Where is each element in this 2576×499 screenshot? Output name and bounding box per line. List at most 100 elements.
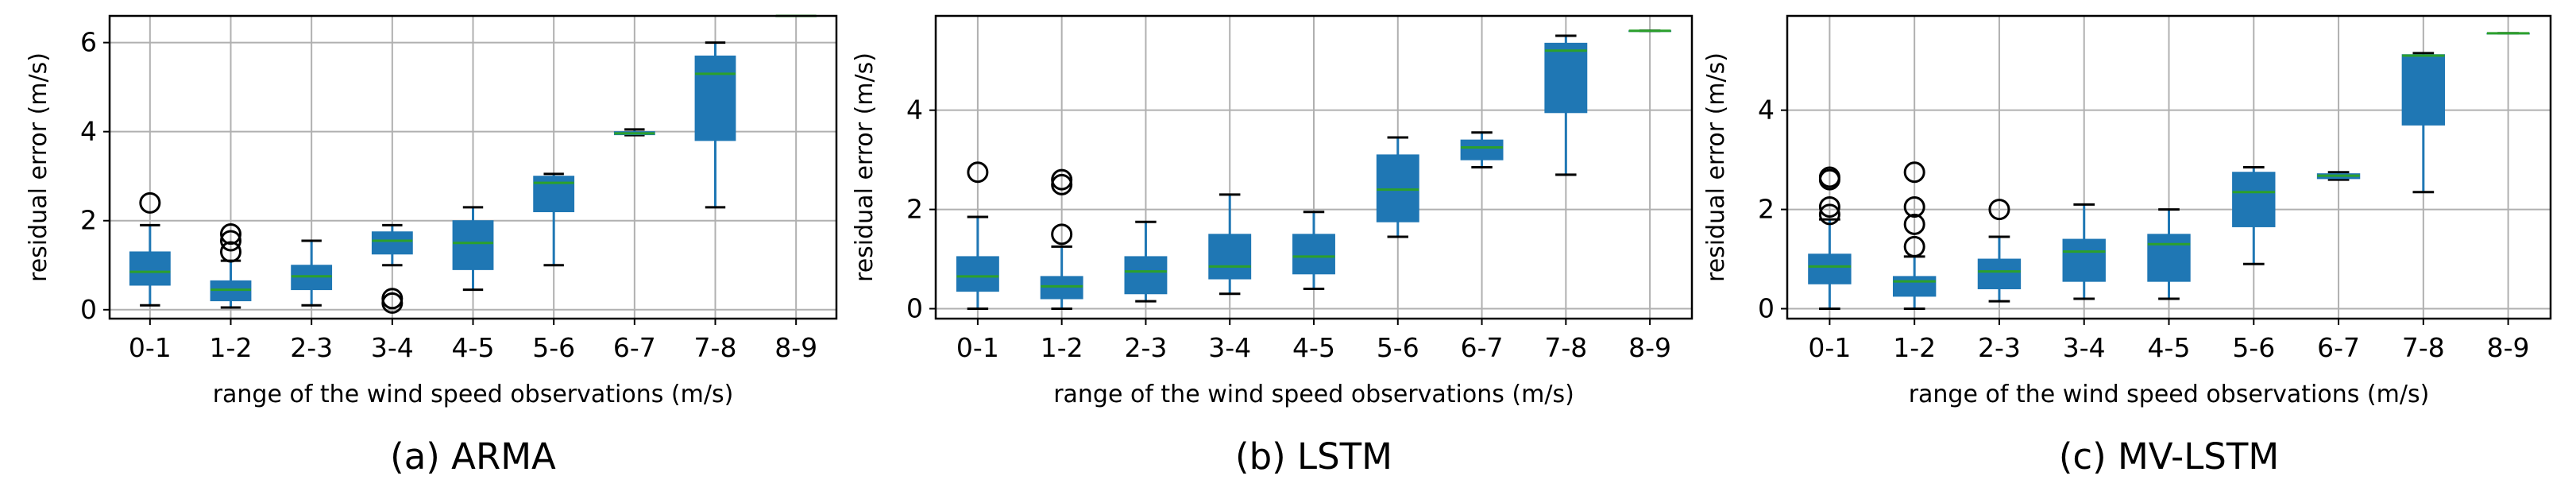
x-tick-label: 5-6 <box>2232 332 2275 363</box>
x-tick-label: 0-1 <box>129 332 172 363</box>
box-2-3 <box>1977 199 2022 303</box>
box-iqr <box>1808 253 1852 284</box>
y-tick-label: 2 <box>906 194 923 225</box>
chart-panel-2: 0-1 1-2 2-3 3-4 4-5 5-6 6-7 7-8 8-9 0 2 4 range of t… <box>851 14 1694 478</box>
box-5-6 <box>2232 166 2276 265</box>
y-tick-label: 2 <box>80 205 97 236</box>
subplot-title: (c) MV-LSTM <box>2059 435 2279 478</box>
box-5-6 <box>1376 136 1419 238</box>
box-4-5 <box>2147 208 2191 300</box>
subplot-title: (a) ARMA <box>390 435 556 478</box>
box-iqr <box>129 251 171 286</box>
outlier-point <box>1903 235 1925 257</box>
box-5-6 <box>533 172 575 267</box>
box-3-4 <box>1208 193 1252 296</box>
y-axis-label: residual error (m/s) <box>1702 52 1730 282</box>
box-0-1 <box>956 161 999 311</box>
subplot-title: (b) LSTM <box>1235 435 1392 478</box>
y-tick-label: 0 <box>906 293 923 324</box>
y-tick-label: 6 <box>80 27 97 58</box>
box-iqr <box>371 231 413 255</box>
x-tick-label: 5-6 <box>532 332 575 363</box>
chart-panel-3: 0-1 1-2 2-3 3-4 4-5 5-6 6-7 7-8 8-9 0 2 4 range of t… <box>1702 14 2552 478</box>
box-iqr <box>2232 172 2276 227</box>
box-1-2 <box>1892 161 1937 311</box>
x-axis-label: range of the wind speed observations (m/… <box>213 381 734 408</box>
x-tick-label: 7-8 <box>1544 332 1587 363</box>
box-4-5 <box>1292 211 1335 291</box>
outlier-point <box>1818 166 1840 188</box>
outlier-point <box>381 288 404 310</box>
y-axis-label: residual error (m/s) <box>851 52 879 282</box>
x-tick-label: 7-8 <box>694 332 737 363</box>
box-1-2 <box>210 223 252 309</box>
x-tick-label: 4-5 <box>1292 332 1335 363</box>
y-tick-label: 2 <box>1758 194 1775 225</box>
x-tick-label: 2-3 <box>1978 332 2021 363</box>
box-iqr <box>1124 256 1168 295</box>
box-2-3 <box>1124 220 1168 303</box>
y-tick-label: 4 <box>906 95 923 126</box>
box-iqr <box>1977 258 2022 290</box>
x-tick-label: 4-5 <box>452 332 495 363</box>
x-tick-label: 5-6 <box>1377 332 1419 363</box>
box-iqr <box>2062 238 2106 282</box>
x-axis-label: range of the wind speed observations (m/… <box>1909 381 2430 408</box>
outlier-point <box>1988 199 2010 221</box>
chart-panel-1: 0-1 1-2 2-3 3-4 4-5 5-6 6-7 7-8 8-9 0 2 4 6 range of … <box>25 14 838 478</box>
box-7-8 <box>694 41 736 209</box>
box-2-3 <box>291 239 333 307</box>
x-tick-label: 6-7 <box>613 332 656 363</box>
x-tick-label: 4-5 <box>2148 332 2191 363</box>
y-tick-label: 4 <box>80 116 97 147</box>
box-iqr <box>1208 234 1252 280</box>
outlier-point <box>1051 223 1073 246</box>
outlier-point <box>1903 161 1925 184</box>
outlier-point <box>220 241 241 263</box>
box-6-7 <box>613 128 655 137</box>
box-iqr <box>1544 42 1588 114</box>
box-0-1 <box>1808 166 1852 311</box>
box-6-7 <box>2316 171 2361 181</box>
y-axis-label: residual error (m/s) <box>25 52 52 282</box>
outlier-point <box>220 223 241 246</box>
outlier-point <box>220 230 241 252</box>
box-iqr <box>1376 154 1419 222</box>
box-6-7 <box>1460 131 1504 168</box>
outlier-point <box>1903 213 1925 235</box>
y-tick-label: 4 <box>1758 95 1775 126</box>
box-iqr <box>2147 234 2191 282</box>
outlier-point <box>1903 195 1925 218</box>
y-tick-label: 0 <box>1758 293 1775 324</box>
outlier-point <box>1051 173 1073 195</box>
box-iqr <box>452 220 494 270</box>
box-8-9 <box>1628 29 1672 33</box>
box-3-4 <box>371 223 413 314</box>
x-tick-label: 1-2 <box>1041 332 1083 363</box>
box-iqr <box>2401 54 2446 126</box>
box-iqr <box>694 55 736 141</box>
box-iqr <box>956 256 999 292</box>
outlier-point <box>1818 203 1840 226</box>
box-7-8 <box>2401 52 2446 194</box>
box-iqr <box>1892 276 1937 297</box>
x-tick-label: 8-9 <box>2487 332 2530 363</box>
box-1-2 <box>1040 168 1083 311</box>
box-0-1 <box>129 191 171 307</box>
x-tick-label: 7-8 <box>2402 332 2445 363</box>
box-3-4 <box>2062 203 2106 300</box>
x-tick-label: 0-1 <box>956 332 999 363</box>
box-8-9 <box>2486 32 2530 35</box>
outlier-point <box>1051 168 1073 191</box>
box-iqr <box>1040 276 1083 300</box>
x-tick-label: 3-4 <box>1208 332 1251 363</box>
box-iqr <box>1460 139 1504 161</box>
x-tick-label: 6-7 <box>1461 332 1504 363</box>
x-tick-label: 1-2 <box>210 332 253 363</box>
box-iqr <box>533 176 575 213</box>
outlier-point <box>139 191 161 214</box>
x-tick-label: 8-9 <box>1628 332 1671 363</box>
outlier-point <box>967 161 989 184</box>
